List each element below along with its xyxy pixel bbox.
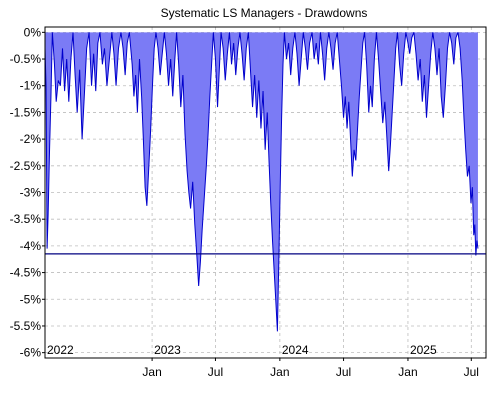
- year-label: 2024: [282, 343, 309, 357]
- x-tick-label: Jan: [398, 365, 417, 379]
- y-tick-label: -0.5%: [10, 52, 42, 66]
- x-tick-label: Jan: [142, 365, 161, 379]
- year-labels: 2022 2023 2024 2025: [47, 343, 437, 357]
- y-axis: 0% -0.5% -1% -1.5% -2% -2.5% -3% -3.5% -4% -4.5% -…: [10, 25, 45, 360]
- drawdown-area-fill: [45, 32, 478, 332]
- y-tick-label: -4.5%: [10, 266, 42, 280]
- year-label: 2025: [410, 343, 437, 357]
- year-label: 2022: [47, 343, 74, 357]
- x-tick-label: Jul: [208, 365, 223, 379]
- y-tick-label: -2%: [20, 132, 42, 146]
- y-tick-label: -5%: [20, 292, 42, 306]
- y-tick-label: -2.5%: [10, 159, 42, 173]
- y-tick-label: -1.5%: [10, 105, 42, 119]
- y-tick-label: -6%: [20, 346, 42, 360]
- x-tick-label: Jul: [336, 365, 351, 379]
- y-tick-label: -4%: [20, 239, 42, 253]
- y-tick-label: 0%: [24, 25, 42, 39]
- x-axis: Jan Jul Jan Jul Jan Jul: [142, 358, 479, 379]
- y-tick-label: -3.5%: [10, 212, 42, 226]
- y-tick-label: -5.5%: [10, 319, 42, 333]
- year-label: 2023: [154, 343, 181, 357]
- drawdown-series: [44, 32, 479, 332]
- drawdown-line: [44, 32, 479, 332]
- y-tick-label: -1%: [20, 79, 42, 93]
- x-tick-label: Jan: [270, 365, 289, 379]
- x-tick-label: Jul: [464, 365, 479, 379]
- chart-title: Systematic LS Managers - Drawdowns: [161, 6, 368, 20]
- y-tick-label: -3%: [20, 186, 42, 200]
